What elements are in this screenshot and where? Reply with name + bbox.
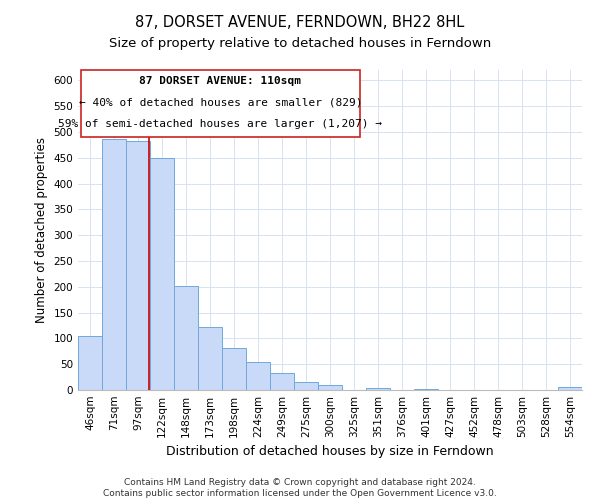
Text: 87 DORSET AVENUE: 110sqm: 87 DORSET AVENUE: 110sqm [139, 76, 301, 86]
X-axis label: Distribution of detached houses by size in Ferndown: Distribution of detached houses by size … [166, 446, 494, 458]
Bar [414, 389, 438, 390]
Bar [150, 158, 174, 390]
Bar [246, 362, 270, 390]
Text: ← 40% of detached houses are smaller (829): ← 40% of detached houses are smaller (82… [79, 98, 362, 108]
Bar [318, 385, 342, 390]
Text: Size of property relative to detached houses in Ferndown: Size of property relative to detached ho… [109, 38, 491, 51]
Bar [78, 336, 102, 390]
Bar [222, 348, 246, 390]
Text: 87, DORSET AVENUE, FERNDOWN, BH22 8HL: 87, DORSET AVENUE, FERNDOWN, BH22 8HL [136, 15, 464, 30]
Bar [198, 327, 222, 390]
Bar [366, 388, 390, 390]
Bar [126, 140, 150, 390]
Bar [294, 382, 318, 390]
Text: 59% of semi-detached houses are larger (1,207) →: 59% of semi-detached houses are larger (… [58, 120, 382, 130]
FancyBboxPatch shape [80, 70, 360, 137]
Y-axis label: Number of detached properties: Number of detached properties [35, 137, 48, 323]
Bar [102, 138, 126, 390]
Text: Contains HM Land Registry data © Crown copyright and database right 2024.
Contai: Contains HM Land Registry data © Crown c… [103, 478, 497, 498]
Bar [558, 388, 582, 390]
Bar [270, 373, 294, 390]
Bar [174, 286, 198, 390]
